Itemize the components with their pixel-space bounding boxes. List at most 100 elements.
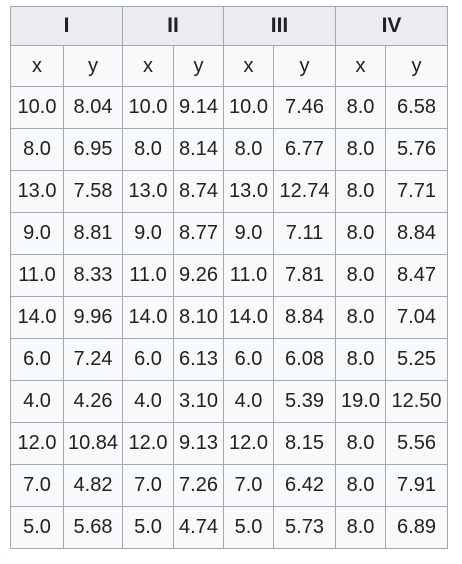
cell-y-i: 8.04 [63, 86, 123, 129]
cell-x-iii: 14.0 [223, 296, 274, 339]
cell-y-i: 5.68 [63, 506, 123, 549]
cell-y-iv: 8.47 [385, 254, 448, 297]
cell-y-iv: 6.89 [385, 506, 448, 549]
cell-y-ii: 8.14 [173, 128, 224, 171]
cell-x-ii: 12.0 [122, 422, 174, 465]
cell-y-ii: 8.10 [173, 296, 224, 339]
cell-y-iii: 6.77 [273, 128, 336, 171]
subheader-x-iv: x [335, 45, 386, 87]
cell-y-i: 10.84 [63, 422, 123, 465]
cell-y-ii: 9.14 [173, 86, 224, 129]
cell-x-ii: 6.0 [122, 338, 174, 381]
group-header-row: I II III IV [10, 6, 448, 46]
cell-x-iv: 8.0 [335, 338, 386, 381]
cell-y-iv: 5.56 [385, 422, 448, 465]
cell-x-iv: 19.0 [335, 380, 386, 423]
table-row: 12.0 10.84 12.0 9.13 12.0 8.15 8.0 5.56 [10, 422, 448, 465]
cell-x-ii: 7.0 [122, 464, 174, 507]
cell-x-iv: 8.0 [335, 170, 386, 213]
cell-x-iv: 8.0 [335, 422, 386, 465]
cell-x-i: 13.0 [10, 170, 64, 213]
cell-x-iii: 7.0 [223, 464, 274, 507]
cell-y-iv: 5.76 [385, 128, 448, 171]
subheader-y-ii: y [173, 45, 224, 87]
cell-y-iv: 8.84 [385, 212, 448, 255]
cell-x-i: 8.0 [10, 128, 64, 171]
cell-x-i: 7.0 [10, 464, 64, 507]
anscombe-data-table: I II III IV x y x y x y x y 10.0 8.04 10.0… [10, 6, 448, 549]
table-row: 5.0 5.68 5.0 4.74 5.0 5.73 8.0 6.89 [10, 506, 448, 549]
cell-y-i: 4.82 [63, 464, 123, 507]
subheader-x-iii: x [223, 45, 274, 87]
cell-x-iii: 4.0 [223, 380, 274, 423]
subheader-row: x y x y x y x y [10, 45, 448, 87]
cell-x-ii: 9.0 [122, 212, 174, 255]
cell-x-iii: 11.0 [223, 254, 274, 297]
group-header-i: I [10, 6, 123, 46]
cell-x-i: 4.0 [10, 380, 64, 423]
cell-y-iv: 7.91 [385, 464, 448, 507]
cell-x-iii: 6.0 [223, 338, 274, 381]
group-header-ii: II [122, 6, 224, 46]
cell-x-iv: 8.0 [335, 128, 386, 171]
cell-y-i: 7.58 [63, 170, 123, 213]
cell-y-iii: 7.81 [273, 254, 336, 297]
cell-y-iii: 7.46 [273, 86, 336, 129]
cell-y-ii: 3.10 [173, 380, 224, 423]
cell-x-i: 10.0 [10, 86, 64, 129]
cell-y-ii: 9.26 [173, 254, 224, 297]
cell-x-i: 6.0 [10, 338, 64, 381]
subheader-x-i: x [10, 45, 64, 87]
cell-x-i: 9.0 [10, 212, 64, 255]
subheader-y-iv: y [385, 45, 448, 87]
cell-y-ii: 7.26 [173, 464, 224, 507]
cell-y-iv: 7.04 [385, 296, 448, 339]
cell-y-i: 6.95 [63, 128, 123, 171]
cell-y-iii: 5.39 [273, 380, 336, 423]
cell-y-iv: 12.50 [385, 380, 448, 423]
cell-x-i: 14.0 [10, 296, 64, 339]
cell-x-iii: 8.0 [223, 128, 274, 171]
table-row: 13.0 7.58 13.0 8.74 13.0 12.74 8.0 7.71 [10, 170, 448, 213]
table-row: 9.0 8.81 9.0 8.77 9.0 7.11 8.0 8.84 [10, 212, 448, 255]
cell-x-ii: 8.0 [122, 128, 174, 171]
cell-x-iv: 8.0 [335, 86, 386, 129]
cell-x-ii: 14.0 [122, 296, 174, 339]
cell-y-i: 9.96 [63, 296, 123, 339]
cell-y-iii: 12.74 [273, 170, 336, 213]
table-row: 14.0 9.96 14.0 8.10 14.0 8.84 8.0 7.04 [10, 296, 448, 339]
cell-y-iv: 6.58 [385, 86, 448, 129]
group-header-iii: III [223, 6, 336, 46]
cell-x-ii: 5.0 [122, 506, 174, 549]
cell-x-i: 12.0 [10, 422, 64, 465]
cell-x-iii: 9.0 [223, 212, 274, 255]
subheader-y-i: y [63, 45, 123, 87]
cell-x-ii: 10.0 [122, 86, 174, 129]
cell-x-i: 11.0 [10, 254, 64, 297]
cell-y-ii: 9.13 [173, 422, 224, 465]
cell-y-ii: 6.13 [173, 338, 224, 381]
cell-y-iii: 6.08 [273, 338, 336, 381]
cell-y-iv: 7.71 [385, 170, 448, 213]
cell-y-i: 4.26 [63, 380, 123, 423]
cell-y-iv: 5.25 [385, 338, 448, 381]
cell-y-iii: 5.73 [273, 506, 336, 549]
cell-y-iii: 7.11 [273, 212, 336, 255]
cell-y-ii: 8.74 [173, 170, 224, 213]
table-row: 11.0 8.33 11.0 9.26 11.0 7.81 8.0 8.47 [10, 254, 448, 297]
cell-x-iv: 8.0 [335, 296, 386, 339]
cell-y-i: 8.33 [63, 254, 123, 297]
table-row: 4.0 4.26 4.0 3.10 4.0 5.39 19.0 12.50 [10, 380, 448, 423]
cell-x-iii: 10.0 [223, 86, 274, 129]
cell-x-ii: 13.0 [122, 170, 174, 213]
cell-y-ii: 4.74 [173, 506, 224, 549]
table-row: 7.0 4.82 7.0 7.26 7.0 6.42 8.0 7.91 [10, 464, 448, 507]
cell-x-iii: 12.0 [223, 422, 274, 465]
cell-y-iii: 8.15 [273, 422, 336, 465]
cell-x-ii: 11.0 [122, 254, 174, 297]
cell-x-iii: 5.0 [223, 506, 274, 549]
cell-x-i: 5.0 [10, 506, 64, 549]
group-header-iv: IV [335, 6, 448, 46]
table-row: 6.0 7.24 6.0 6.13 6.0 6.08 8.0 5.25 [10, 338, 448, 381]
cell-x-ii: 4.0 [122, 380, 174, 423]
